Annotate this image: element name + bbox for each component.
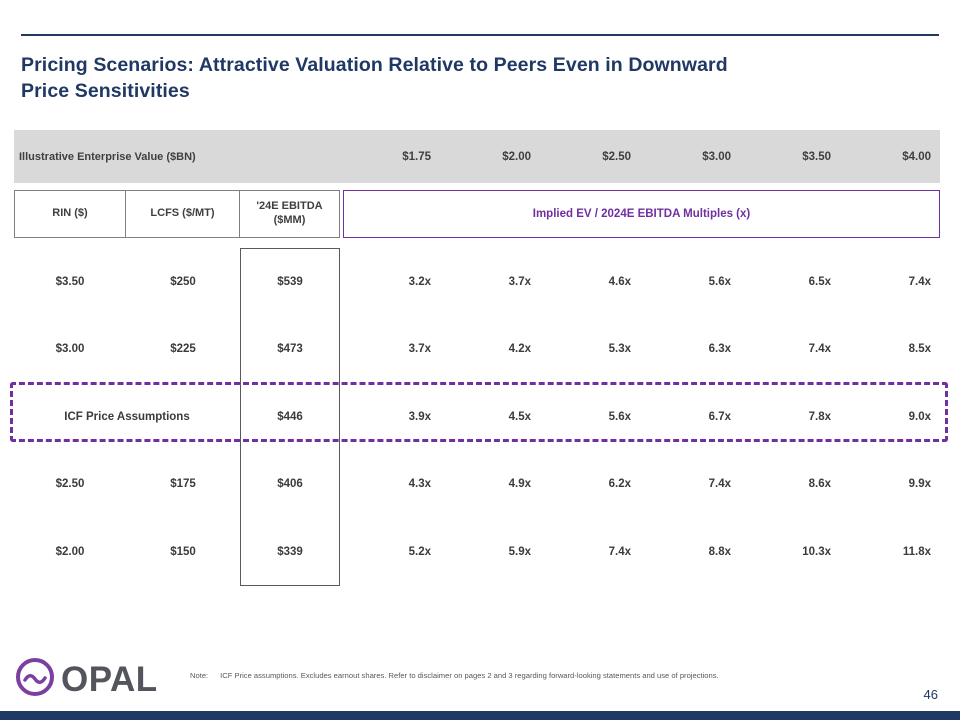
page-title-line-1: Pricing Scenarios: Attractive Valuation … [21, 54, 728, 76]
rin-value: $3.00 [55, 343, 85, 356]
multiple-value: 3.7x [508, 275, 531, 288]
footnote-label: Note: [190, 671, 209, 680]
multiple-value: 7.4x [808, 343, 831, 356]
multiple-value: 3.2x [408, 275, 431, 288]
lcfs-value: $250 [170, 275, 196, 288]
rin-header-cell: RIN ($) [14, 190, 126, 238]
multiple-value: 10.3x [802, 545, 831, 558]
icf-row-label: ICF Price Assumptions [64, 410, 190, 423]
table-body: $3.50 $250 $539 3.2x 3.7x 4.6x 5.6x 6.5x… [14, 248, 940, 586]
ebitda-value: $406 [277, 478, 303, 491]
multiple-value: 7.4x [608, 545, 631, 558]
ebitda-value: $473 [277, 343, 303, 356]
multiple-value: 4.2x [508, 343, 531, 356]
multiple-value: 9.9x [908, 478, 931, 491]
table-row: $3.50 $250 $539 3.2x 3.7x 4.6x 5.6x 6.5x… [14, 248, 940, 316]
multiple-value: 6.2x [608, 478, 631, 491]
ev-header-band: Illustrative Enterprise Value ($BN) $1.7… [14, 130, 940, 183]
multiple-value: 3.7x [408, 343, 431, 356]
multiple-value: 4.5x [508, 410, 531, 423]
multiple-value: 8.8x [708, 545, 731, 558]
lcfs-value: $150 [170, 545, 196, 558]
multiple-value: 8.5x [908, 343, 931, 356]
ev-value: $3.50 [802, 150, 831, 163]
multiple-value: 11.8x [902, 545, 931, 558]
multiple-value: 7.8x [808, 410, 831, 423]
multiple-value: 7.4x [708, 478, 731, 491]
multiple-value: 4.9x [508, 478, 531, 491]
rin-value: $2.00 [55, 545, 85, 558]
multiple-value: 7.4x [908, 275, 931, 288]
page-title-line-2: Price Sensitivities [21, 80, 190, 103]
lcfs-header-cell: LCFS ($/MT) [125, 190, 240, 238]
ev-header-label: Illustrative Enterprise Value ($BN) [19, 150, 196, 163]
page-title: Pricing Scenarios: Attractive Valuation … [21, 52, 945, 105]
multiple-value: 4.3x [408, 478, 431, 491]
multiple-value: 5.6x [708, 275, 731, 288]
multiples-header-cell: Implied EV / 2024E EBITDA Multiples (x) [343, 190, 940, 238]
ev-value: $2.50 [602, 150, 631, 163]
opal-logo-icon [14, 656, 56, 703]
multiple-value: 3.9x [408, 410, 431, 423]
ev-value: $4.00 [902, 150, 931, 163]
multiple-value: 5.9x [508, 545, 531, 558]
multiple-value: 6.7x [708, 410, 731, 423]
multiple-value: 6.3x [708, 343, 731, 356]
ebitda-header-cell: '24E EBITDA ($MM) [239, 190, 340, 238]
multiple-value: 5.2x [408, 545, 431, 558]
bottom-accent-bar [0, 711, 960, 720]
footnote: Note: ICF Price assumptions. Excludes ear… [190, 671, 790, 680]
ev-value: $1.75 [402, 150, 431, 163]
opal-logo-text: OPAL [61, 659, 158, 699]
ebitda-value: $539 [277, 275, 303, 288]
ebitda-value: $446 [277, 410, 303, 423]
table-row-icf-assumptions: ICF Price Assumptions $446 3.9x 4.5x 5.6… [14, 383, 940, 451]
ev-value: $2.00 [502, 150, 531, 163]
multiple-value: 5.3x [608, 343, 631, 356]
opal-logo: OPAL [14, 656, 158, 703]
footnote-text: ICF Price assumptions. Excludes earnout … [220, 671, 719, 680]
table-row: $3.00 $225 $473 3.7x 4.2x 5.3x 6.3x 7.4x… [14, 316, 940, 384]
ebitda-value: $339 [277, 545, 303, 558]
multiple-value: 4.6x [608, 275, 631, 288]
rin-value: $3.50 [55, 275, 85, 288]
multiple-value: 8.6x [808, 478, 831, 491]
lcfs-value: $175 [170, 478, 196, 491]
table-row: $2.00 $150 $339 5.2x 5.9x 7.4x 8.8x 10.3… [14, 518, 940, 586]
rin-value: $2.50 [55, 478, 85, 491]
multiple-value: 6.5x [808, 275, 831, 288]
multiple-value: 9.0x [908, 410, 931, 423]
column-header-row: RIN ($) LCFS ($/MT) '24E EBITDA ($MM) Im… [14, 190, 940, 238]
ev-value: $3.00 [702, 150, 731, 163]
page-number: 46 [923, 687, 938, 702]
lcfs-value: $225 [170, 343, 196, 356]
multiple-value: 5.6x [608, 410, 631, 423]
table-row: $2.50 $175 $406 4.3x 4.9x 6.2x 7.4x 8.6x… [14, 451, 940, 519]
top-rule [21, 34, 939, 36]
